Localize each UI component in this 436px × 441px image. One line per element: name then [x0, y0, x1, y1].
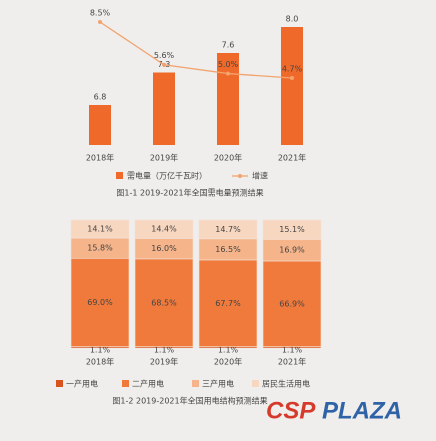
x-tick-label: 2019年	[150, 153, 178, 163]
value-label: 67.7%	[215, 299, 241, 308]
x-tick-label: 2018年	[86, 153, 114, 163]
value-label: 68.5%	[151, 298, 177, 307]
bar-segment	[70, 257, 130, 347]
legend-swatch	[252, 380, 259, 387]
value-label: 1.1%	[282, 346, 303, 355]
legend-label: 居民生活用电	[262, 379, 310, 389]
watermark: PLAZA	[322, 397, 402, 424]
value-label: 7.6	[222, 41, 235, 50]
value-label: 5.0%	[218, 60, 239, 69]
value-label: 14.7%	[215, 225, 241, 234]
legend-swatch	[56, 380, 63, 387]
x-tick-label: 2018年	[86, 357, 114, 367]
line-marker	[290, 76, 294, 80]
legend-label: 需电量（万亿千瓦时）	[127, 171, 207, 181]
value-label: 14.4%	[151, 225, 177, 234]
x-tick-label: 2021年	[278, 357, 306, 367]
bar	[153, 72, 175, 145]
x-tick-label: 2020年	[214, 153, 242, 163]
value-label: 6.8	[94, 93, 107, 102]
value-label: 16.0%	[151, 244, 177, 253]
legend-swatch	[238, 174, 242, 178]
x-tick-label: 2020年	[214, 357, 242, 367]
line-marker	[226, 71, 230, 76]
value-label: 1.1%	[90, 346, 111, 355]
legend-label: 增速	[252, 171, 268, 181]
bar	[89, 105, 111, 145]
line-marker	[98, 20, 102, 24]
value-label: 66.9%	[279, 299, 305, 308]
value-label: 1.1%	[218, 346, 239, 355]
value-label: 1.1%	[154, 346, 175, 355]
value-label: 4.7%	[282, 65, 303, 74]
bar-segment	[262, 260, 322, 347]
legend-label: 二产用电	[132, 379, 164, 389]
bar-segment	[134, 219, 194, 239]
legend-swatch	[116, 172, 123, 179]
x-tick-label: 2021年	[278, 153, 306, 163]
value-label: 8.5%	[90, 9, 111, 18]
value-label: 14.1%	[87, 225, 113, 234]
legend-label: 三产用电	[202, 379, 234, 389]
bar-segment	[134, 258, 194, 347]
value-label: 8.0	[286, 15, 299, 24]
x-tick-label: 2019年	[150, 357, 178, 367]
watermark: CSP	[266, 397, 316, 424]
value-label: 16.5%	[215, 245, 241, 254]
bar-segment	[262, 219, 322, 240]
bar	[217, 53, 239, 145]
line-marker	[162, 62, 166, 67]
value-label: 69.0%	[87, 298, 113, 307]
bar-segment	[198, 219, 258, 240]
bar-segment	[70, 219, 130, 239]
legend-swatch	[192, 380, 199, 387]
bar	[281, 27, 303, 145]
value-label: 5.6%	[154, 51, 175, 60]
line	[99, 21, 293, 79]
legend-swatch	[122, 380, 129, 387]
value-label: 16.9%	[279, 246, 305, 255]
chart-caption: 图1-2 2019-2021年全国用电结构预测结果	[112, 396, 267, 406]
value-label: 15.1%	[279, 225, 305, 234]
legend-label: 一产用电	[66, 379, 98, 389]
bar-segment	[198, 259, 258, 347]
chart-caption: 图1-1 2019-2021年全国需电量预测结果	[116, 188, 263, 198]
value-label: 15.8%	[87, 244, 113, 253]
